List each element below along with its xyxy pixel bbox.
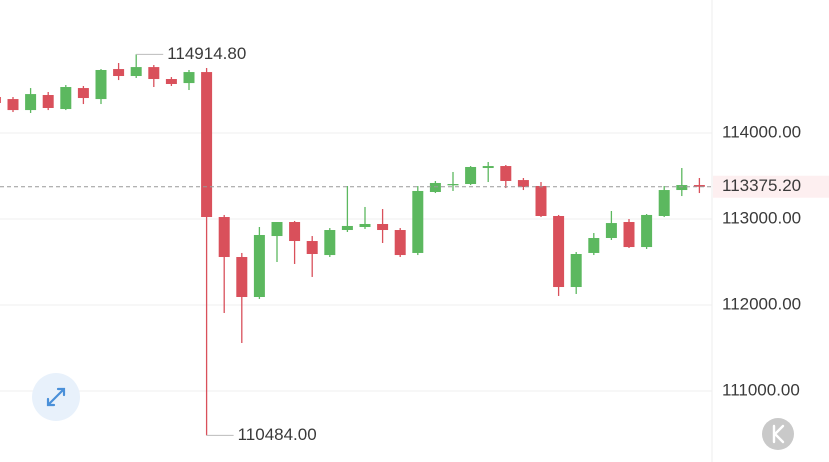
y-tick-label: 113000.00 bbox=[722, 208, 801, 227]
candle-body bbox=[201, 72, 213, 218]
candle-body bbox=[535, 185, 547, 216]
candle-body bbox=[42, 95, 54, 108]
k-button[interactable] bbox=[762, 418, 794, 450]
candle-body bbox=[341, 225, 353, 231]
k-icon bbox=[772, 424, 785, 444]
candle-body bbox=[588, 238, 600, 253]
candle-body bbox=[412, 190, 424, 253]
candle-body bbox=[0, 96, 1, 104]
candle-body bbox=[359, 223, 371, 228]
candle-body bbox=[693, 185, 705, 187]
candle-body bbox=[183, 72, 195, 84]
candle-body bbox=[148, 67, 160, 80]
expand-icon bbox=[46, 387, 66, 407]
candle-body bbox=[676, 185, 688, 191]
candle-body bbox=[377, 223, 389, 231]
candle-body bbox=[289, 222, 301, 242]
candle-body bbox=[253, 234, 265, 297]
candle-body bbox=[7, 99, 19, 111]
candle-body bbox=[271, 222, 283, 237]
candle-body bbox=[570, 254, 582, 288]
candle-body bbox=[60, 87, 72, 110]
candle-body bbox=[623, 222, 635, 248]
candle-body bbox=[95, 69, 107, 100]
candle-body bbox=[324, 230, 336, 256]
current-price-bg bbox=[713, 175, 829, 198]
high-label: 114914.80 bbox=[167, 44, 246, 63]
candle-body bbox=[465, 166, 477, 185]
candle-body bbox=[641, 214, 653, 248]
candle-body bbox=[605, 223, 617, 239]
current-price-label: 113375.20 bbox=[722, 176, 801, 195]
candle-body bbox=[517, 180, 529, 188]
candle-body bbox=[218, 217, 230, 258]
candle-body bbox=[25, 94, 37, 111]
candle-body bbox=[482, 166, 494, 169]
candle-body bbox=[658, 190, 670, 216]
y-tick-label: 112000.00 bbox=[722, 294, 801, 313]
expand-button[interactable] bbox=[32, 373, 80, 421]
candle-body bbox=[236, 257, 248, 297]
candle-body bbox=[165, 79, 177, 85]
candle-body bbox=[113, 69, 125, 77]
y-tick-label: 114000.00 bbox=[722, 123, 801, 142]
candle-body bbox=[447, 184, 459, 186]
candle-body bbox=[77, 88, 89, 99]
candle-body bbox=[130, 67, 142, 77]
k-button-bg bbox=[762, 418, 794, 450]
candle-body bbox=[553, 215, 565, 288]
candle-body bbox=[394, 230, 406, 256]
candle-body bbox=[306, 241, 318, 255]
candle-body bbox=[500, 166, 512, 181]
plot: 114000.00 113000.00 112000.00 111000.00 1149… bbox=[0, 44, 829, 444]
candle-body bbox=[429, 182, 441, 193]
low-label: 110484.00 bbox=[238, 425, 317, 444]
y-tick-label: 111000.00 bbox=[722, 380, 800, 399]
